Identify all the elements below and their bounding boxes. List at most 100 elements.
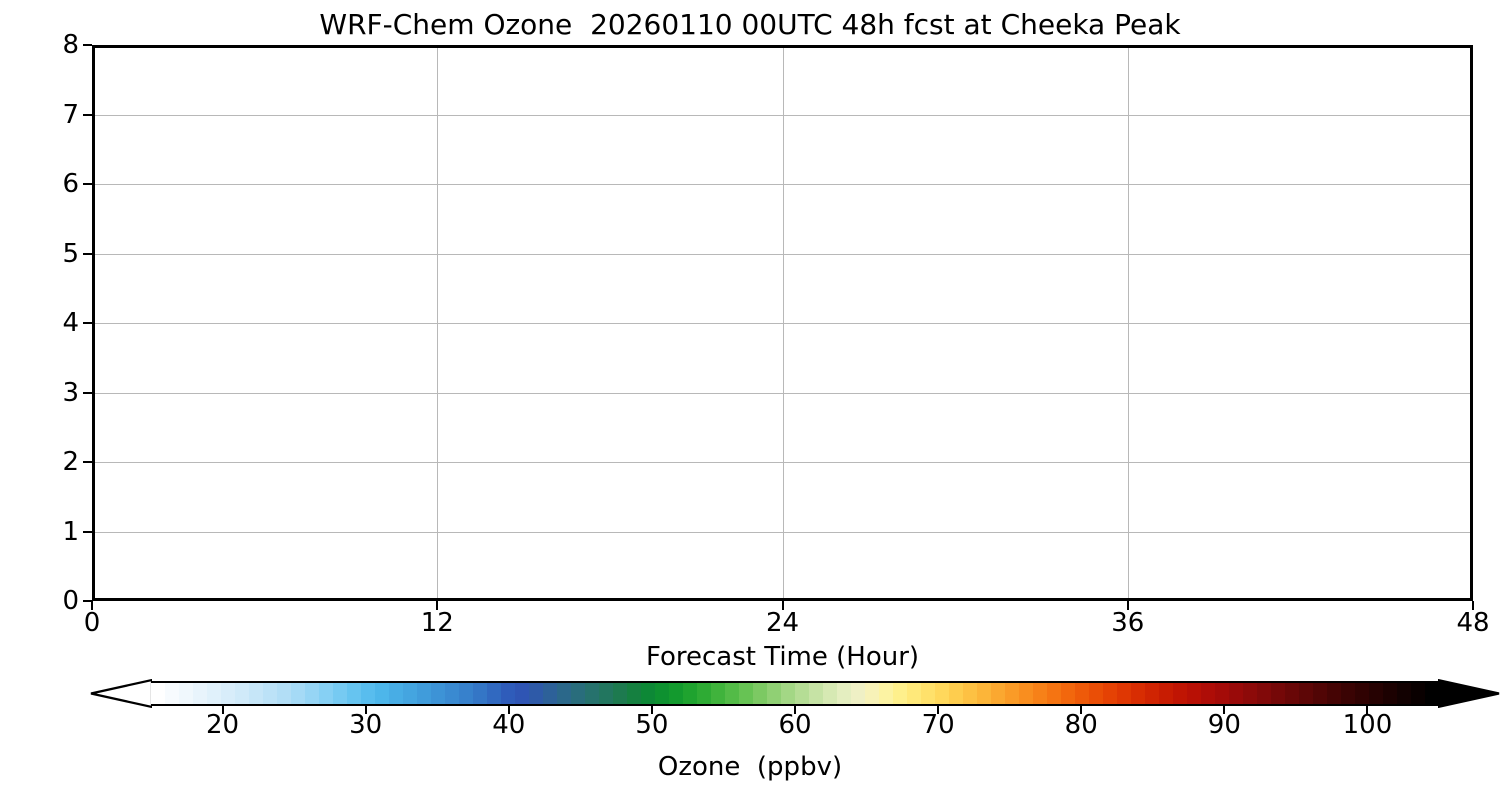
colorbar-segment bbox=[1047, 683, 1061, 704]
chart-title: WRF-Chem Ozone 20260110 00UTC 48h fcst a… bbox=[319, 8, 1181, 41]
y-tick-label: 1 bbox=[62, 516, 79, 547]
colorbar-segment bbox=[1369, 683, 1383, 704]
y-tick-mark bbox=[83, 530, 92, 533]
colorbar-segment bbox=[795, 683, 809, 704]
colorbar-tick-mark bbox=[937, 706, 940, 714]
colorbar-segment bbox=[445, 683, 459, 704]
colorbar-segment bbox=[599, 683, 613, 704]
colorbar-label: Ozone (ppbv) bbox=[657, 752, 843, 782]
colorbar-tick-mark bbox=[794, 706, 796, 714]
y-tick-label: 7 bbox=[62, 99, 79, 130]
colorbar-tick-mark bbox=[364, 706, 367, 714]
x-tick-mark bbox=[781, 601, 784, 610]
colorbar-segment bbox=[571, 683, 585, 704]
colorbar-segment bbox=[515, 683, 529, 704]
colorbar-segment bbox=[403, 683, 417, 704]
colorbar-segment bbox=[865, 683, 879, 704]
colorbar-segment bbox=[921, 683, 935, 704]
colorbar-segment bbox=[1201, 683, 1215, 704]
colorbar-tick-label: 80 bbox=[1064, 710, 1098, 740]
y-tick-mark bbox=[83, 44, 92, 46]
x-tick-label: 0 bbox=[83, 608, 101, 638]
gridline-vertical bbox=[782, 48, 784, 598]
y-tick-label: 8 bbox=[62, 30, 79, 60]
colorbar-segment bbox=[711, 683, 725, 704]
colorbar-segment bbox=[655, 683, 669, 704]
x-tick-label: 48 bbox=[1456, 608, 1490, 638]
y-tick-mark bbox=[83, 113, 92, 116]
colorbar-segment bbox=[935, 683, 949, 704]
colorbar-segment bbox=[1019, 683, 1033, 704]
colorbar-segment bbox=[669, 683, 683, 704]
colorbar-segment bbox=[963, 683, 977, 704]
colorbar-segment bbox=[1061, 683, 1075, 704]
y-tick-label: 0 bbox=[62, 586, 79, 616]
colorbar-tick-mark bbox=[1080, 706, 1083, 714]
x-tick-mark bbox=[91, 601, 93, 610]
y-tick-label: 4 bbox=[62, 308, 79, 338]
colorbar-segment bbox=[249, 683, 263, 704]
y-tick-mark bbox=[83, 461, 92, 463]
colorbar-segment bbox=[487, 683, 501, 704]
colorbar-segment bbox=[781, 683, 795, 704]
colorbar-segment bbox=[1187, 683, 1201, 704]
colorbar-segment bbox=[277, 683, 291, 704]
colorbar-segment bbox=[305, 683, 319, 704]
x-tick-label: 36 bbox=[1111, 608, 1145, 638]
colorbar-segment bbox=[333, 683, 347, 704]
colorbar-segment bbox=[809, 683, 823, 704]
colorbar-tick-label: 40 bbox=[492, 710, 526, 740]
colorbar-segment bbox=[907, 683, 921, 704]
y-tick-label: 2 bbox=[62, 447, 79, 477]
colorbar-segment bbox=[977, 683, 991, 704]
colorbar-segment bbox=[179, 683, 193, 704]
colorbar-tick-label: 20 bbox=[206, 710, 240, 740]
colorbar-segment bbox=[697, 683, 711, 704]
colorbar-tick-label: 30 bbox=[349, 710, 383, 740]
colorbar-segment bbox=[151, 683, 165, 704]
colorbar-segment bbox=[641, 683, 655, 704]
colorbar-segment bbox=[361, 683, 375, 704]
colorbar-tick-mark bbox=[221, 706, 224, 714]
colorbar-segment bbox=[529, 683, 543, 704]
colorbar-segment bbox=[879, 683, 893, 704]
colorbar-tick-mark bbox=[1223, 706, 1226, 714]
colorbar-tick-label: 50 bbox=[635, 710, 669, 740]
colorbar-segment bbox=[837, 683, 851, 704]
colorbar-segment bbox=[389, 683, 403, 704]
x-axis-label: Forecast Time (Hour) bbox=[645, 642, 920, 672]
colorbar-segment bbox=[1397, 683, 1411, 704]
colorbar-segment bbox=[1341, 683, 1355, 704]
x-tick-label: 12 bbox=[420, 608, 454, 638]
colorbar-min-extend-arrow bbox=[90, 679, 152, 708]
colorbar-tick-label: 100 bbox=[1342, 710, 1393, 740]
colorbar-segment bbox=[739, 683, 753, 704]
colorbar-segment bbox=[473, 683, 487, 704]
colorbar-segment bbox=[1411, 683, 1425, 704]
colorbar-max-extend-arrow bbox=[1438, 679, 1500, 708]
colorbar-segment bbox=[1285, 683, 1299, 704]
colorbar-segment bbox=[1327, 683, 1341, 704]
colorbar-segment bbox=[1075, 683, 1089, 704]
x-tick-mark bbox=[1472, 601, 1474, 610]
colorbar-segment bbox=[1257, 683, 1271, 704]
colorbar-segment bbox=[1117, 683, 1131, 704]
colorbar-segment bbox=[823, 683, 837, 704]
colorbar-segment bbox=[543, 683, 557, 704]
x-tick-mark bbox=[1126, 601, 1129, 610]
y-tick-mark bbox=[83, 600, 92, 602]
colorbar-segment bbox=[1383, 683, 1397, 704]
colorbar-segment bbox=[991, 683, 1005, 704]
colorbar bbox=[90, 676, 1500, 714]
colorbar-segment bbox=[1243, 683, 1257, 704]
colorbar-segment bbox=[893, 683, 907, 704]
x-tick-label: 24 bbox=[765, 608, 800, 638]
colorbar-segment bbox=[263, 683, 277, 704]
colorbar-segment bbox=[557, 683, 571, 704]
y-tick-label: 6 bbox=[62, 169, 79, 199]
colorbar-segment bbox=[1229, 683, 1243, 704]
colorbar-segment bbox=[1131, 683, 1145, 704]
colorbar-tick-label: 60 bbox=[778, 710, 812, 740]
gridline-vertical bbox=[437, 48, 439, 598]
